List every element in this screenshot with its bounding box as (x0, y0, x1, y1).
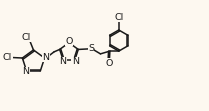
Text: O: O (106, 59, 113, 68)
Text: N: N (42, 53, 49, 62)
Text: O: O (65, 37, 73, 46)
Text: Cl: Cl (114, 13, 123, 22)
Text: N: N (72, 57, 79, 66)
Text: N: N (59, 57, 66, 66)
Text: S: S (88, 44, 94, 53)
Text: Cl: Cl (3, 53, 12, 62)
Text: N: N (23, 67, 29, 76)
Text: Cl: Cl (21, 33, 30, 42)
